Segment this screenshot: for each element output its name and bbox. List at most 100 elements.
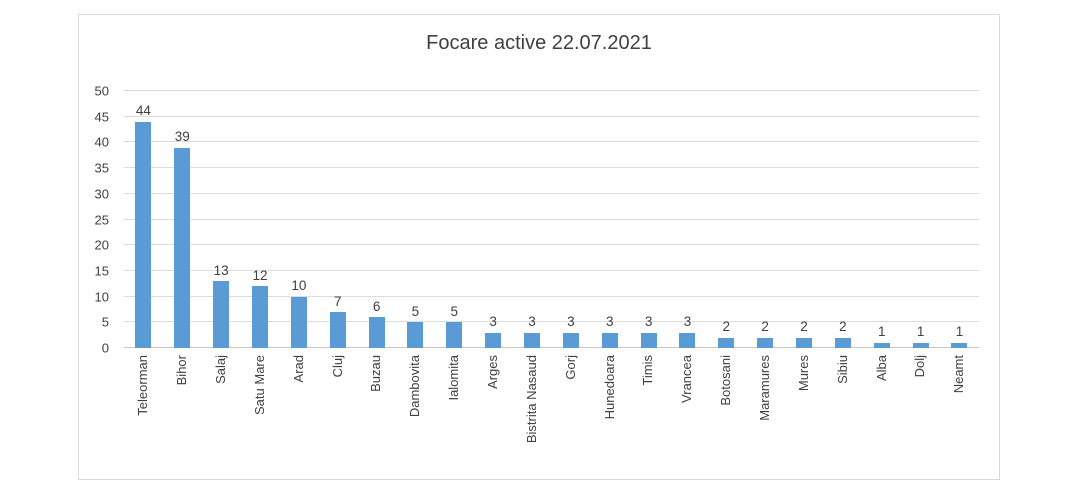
y-tick-label: 40 <box>94 134 109 150</box>
y-tick-label: 25 <box>94 212 109 227</box>
y-tick-label: 5 <box>101 314 109 330</box>
bar-value-label: 10 <box>291 278 307 294</box>
bar-value-label: 3 <box>683 314 692 330</box>
bar-column: 12 <box>241 91 280 348</box>
x-tick-label: Gorj <box>562 355 578 380</box>
y-tick-label: 20 <box>94 237 109 253</box>
gridline <box>124 218 979 220</box>
x-tick: Bistrita Nasaud <box>513 355 552 477</box>
gridline <box>124 321 979 323</box>
x-tick: Satu Mare <box>241 355 280 477</box>
bar-column: 3 <box>513 91 552 348</box>
bar-column: 2 <box>746 91 785 348</box>
x-tick: Dambovita <box>396 355 435 477</box>
bar-column: 3 <box>668 91 707 348</box>
bar <box>718 337 735 348</box>
x-tick: Alba <box>862 355 901 477</box>
x-tick: Gorj <box>551 355 590 477</box>
bar <box>407 322 424 348</box>
chart-frame: Focare active 22.07.2021 0 5 10 15 20 25 30 35 4… <box>78 14 1000 480</box>
bar-column: 6 <box>357 91 396 348</box>
bar <box>951 342 968 348</box>
bar-column: 7 <box>318 91 357 348</box>
bar <box>368 317 385 348</box>
bar-value-label: 5 <box>411 303 420 319</box>
bar <box>562 332 579 348</box>
bar <box>135 121 152 348</box>
bar-column: 39 <box>163 91 202 348</box>
x-tick: Timis <box>629 355 668 477</box>
x-tick-label: Dolj <box>912 355 928 378</box>
bar <box>873 342 890 348</box>
bar <box>290 296 307 348</box>
bar-column: 10 <box>279 91 318 348</box>
bar <box>485 332 502 348</box>
x-tick-label: Arges <box>485 355 501 389</box>
bar-series: 44 39 13 12 10 7 6 5 5 3 3 3 3 3 3 2 2 2 2 1 1 1 <box>124 91 979 348</box>
x-tick: Dolj <box>901 355 940 477</box>
x-axis: Teleorman Bihor Salaj Satu Mare Arad Cluj Buza… <box>124 355 979 477</box>
y-tick-label: 45 <box>94 109 109 125</box>
x-tick-label: Bistrita Nasaud <box>523 355 539 444</box>
bar <box>757 337 774 348</box>
bar-value-label: 2 <box>722 319 731 335</box>
x-tick-label: Bihor <box>174 355 190 386</box>
bar-value-label: 13 <box>213 262 229 278</box>
bar-column: 5 <box>435 91 474 348</box>
x-tick: Arad <box>279 355 318 477</box>
x-tick-label: Cluj <box>329 355 345 378</box>
bar-value-label: 12 <box>252 267 268 283</box>
chart-title: Focare active 22.07.2021 <box>426 32 652 54</box>
bar <box>834 337 851 348</box>
bar-value-label: 3 <box>644 314 653 330</box>
x-tick-label: Timis <box>640 355 656 386</box>
bar-value-label: 3 <box>605 314 614 330</box>
gridline <box>124 115 979 117</box>
x-tick-label: Neamt <box>951 355 967 394</box>
x-tick-label: Arad <box>290 355 306 383</box>
y-tick-label: 10 <box>94 289 109 305</box>
x-tick: Vrancea <box>668 355 707 477</box>
bar-value-label: 3 <box>528 314 536 330</box>
x-tick-label: Salaj <box>213 355 228 384</box>
y-tick-label: 0 <box>101 340 109 356</box>
x-tick-label: Mures <box>795 355 811 392</box>
x-tick: Bihor <box>163 355 202 477</box>
bar <box>252 286 268 348</box>
bar-value-label: 1 <box>877 324 886 340</box>
x-axis-line <box>124 347 979 348</box>
x-tick: Buzau <box>357 355 396 477</box>
bar-column: 3 <box>474 91 513 348</box>
gridline <box>124 141 979 143</box>
bar <box>912 342 929 348</box>
x-tick-label: Vrancea <box>679 355 695 403</box>
bar-value-label: 44 <box>135 103 151 119</box>
bar-column: 2 <box>823 91 862 348</box>
x-tick: Arges <box>474 355 513 477</box>
bar-value-label: 2 <box>761 319 769 335</box>
bar-column: 5 <box>396 91 435 348</box>
x-tick-label: Botosani <box>718 355 734 406</box>
gridline <box>124 269 979 271</box>
y-axis: 0 5 10 15 20 25 30 35 40 45 50 <box>79 85 117 355</box>
gridline <box>124 295 979 297</box>
bar-value-label: 2 <box>839 319 847 335</box>
x-tick: Sibiu <box>823 355 862 477</box>
bar-column: 2 <box>707 91 746 348</box>
x-tick-label: Hunedoara <box>601 355 617 420</box>
y-tick-label: 50 <box>94 83 109 99</box>
x-tick: Botosani <box>707 355 746 477</box>
bar <box>796 337 813 348</box>
bar <box>213 281 230 348</box>
gridline <box>124 192 979 194</box>
x-tick-label: Teleorman <box>135 355 151 416</box>
bar <box>174 147 191 348</box>
bar-column: 3 <box>590 91 629 348</box>
bar <box>679 332 696 348</box>
y-tick-label: 15 <box>94 263 109 279</box>
x-tick-label: Maramures <box>757 355 773 421</box>
plot-area: 44 39 13 12 10 7 6 5 5 3 3 3 3 3 3 2 2 2 2 1 1 1 <box>124 90 979 348</box>
bar-column: 3 <box>629 91 668 348</box>
bar-value-label: 1 <box>955 324 964 340</box>
